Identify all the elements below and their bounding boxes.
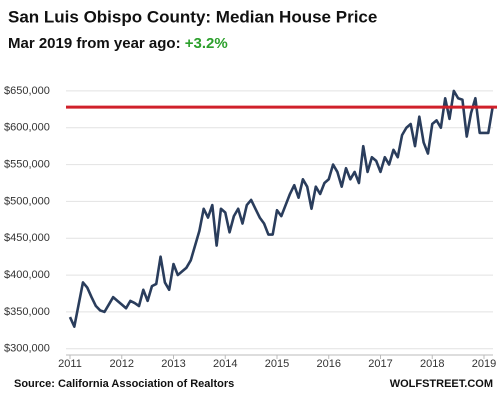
y-tick-label: $300,000 [4, 343, 50, 355]
y-tick-label: $500,000 [4, 195, 50, 207]
y-tick-label: $450,000 [4, 232, 50, 244]
y-tick-label: $400,000 [4, 269, 50, 281]
line-series [68, 89, 494, 328]
source: Source: California Association of Realto… [14, 378, 234, 390]
y-tick-label: $550,000 [4, 158, 50, 170]
chart-subtitle: Mar 2019 from year ago: +3.2% [8, 35, 228, 52]
x-tick-label: 2012 [110, 358, 134, 370]
subtitle-change: +3.2% [185, 35, 228, 52]
y-tick-label: $600,000 [4, 122, 50, 134]
watermark: WOLFSTREET.COM [390, 378, 493, 390]
chart-title: San Luis Obispo County: Median House Pri… [8, 7, 377, 26]
x-tick-label: 2013 [161, 358, 185, 370]
x-tick-label: 2017 [368, 358, 392, 370]
x-tick-label: 2016 [317, 358, 341, 370]
x-tick-label: 2019 [472, 358, 496, 370]
x-tick-label: 2018 [420, 358, 444, 370]
y-tick-label: $650,000 [4, 85, 50, 97]
x-tick-label: 2011 [58, 358, 82, 370]
y-tick-label: $350,000 [4, 306, 50, 318]
x-tick-label: 2015 [265, 358, 289, 370]
x-tick-label: 2014 [213, 358, 237, 370]
subtitle-text: Mar 2019 from year ago: [8, 35, 181, 52]
